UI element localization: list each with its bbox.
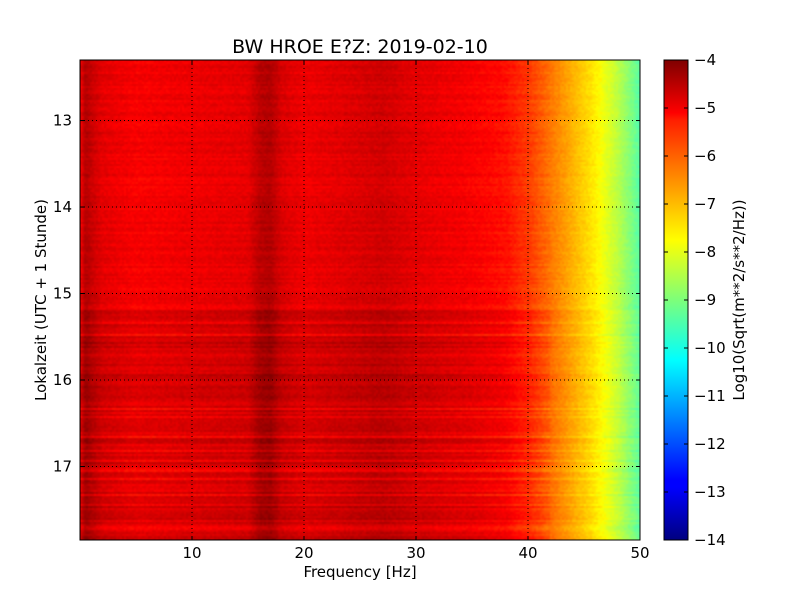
colorbar-label: Log10(Sqrt(m**2/s**2/Hz)) — [730, 199, 748, 400]
x-tick-label: 10 — [182, 544, 201, 562]
y-axis-label: Lokalzeit (UTC + 1 Stunde) — [32, 199, 50, 401]
x-axis-ticks: 10 20 30 40 50 — [182, 60, 650, 562]
colorbar-tick-label: −7 — [694, 195, 716, 213]
colorbar-tick-label: −10 — [694, 339, 726, 357]
colorbar-tick-label: −13 — [694, 483, 726, 501]
y-tick-label: 15 — [53, 285, 72, 303]
colorbar: −4 −5 −6 −7 −8 −9 −10 −11 −12 −13 −14 Log10(Sqrt(m… — [663, 51, 748, 549]
heatmap-cells — [80, 60, 640, 540]
x-tick-label: 20 — [294, 544, 313, 562]
colorbar-tick-label: −6 — [694, 147, 716, 165]
colorbar-tick-label: −12 — [694, 435, 726, 453]
colorbar-ticks: −4 −5 −6 −7 −8 −9 −10 −11 −12 −13 −14 — [664, 51, 726, 549]
colorbar-tick-label: −14 — [694, 531, 726, 549]
colorbar-tick-label: −5 — [694, 99, 716, 117]
y-tick-label: 17 — [53, 457, 72, 475]
x-axis-label: Frequency [Hz] — [303, 563, 416, 581]
y-tick-label: 16 — [53, 371, 72, 389]
colorbar-tick-label: −4 — [694, 51, 716, 69]
x-tick-label: 40 — [518, 544, 537, 562]
chart-title: BW HROE E?Z: 2019-02-10 — [232, 36, 488, 58]
x-tick-label: 50 — [630, 544, 649, 562]
x-tick-label: 30 — [406, 544, 425, 562]
colorbar-tick-label: −8 — [694, 243, 716, 261]
colorbar-tick-label: −9 — [694, 291, 716, 309]
y-tick-label: 14 — [53, 198, 72, 216]
spectrogram-heatmap — [80, 60, 640, 540]
y-tick-label: 13 — [53, 112, 72, 130]
y-axis-ticks: 13 14 15 16 17 — [53, 112, 640, 475]
colorbar-tick-label: −11 — [694, 387, 726, 405]
plot-frame — [79, 59, 641, 541]
